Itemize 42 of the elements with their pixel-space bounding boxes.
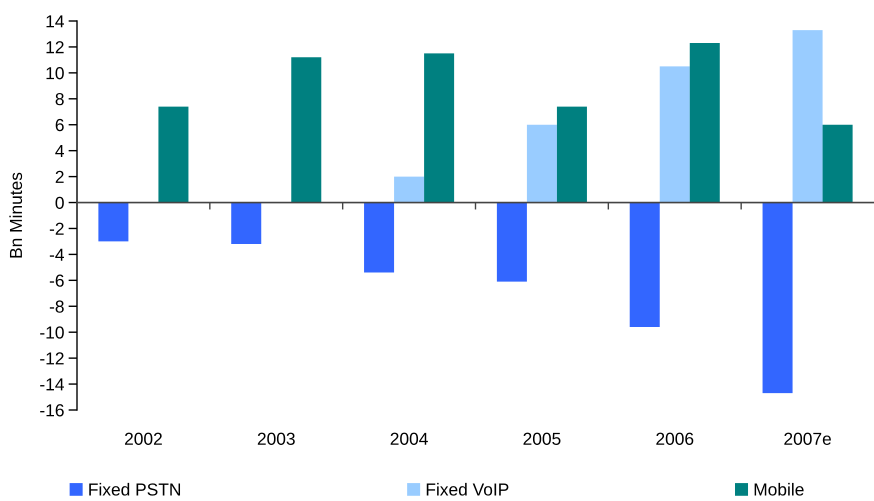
bar (556, 106, 587, 203)
y-tick-label: -4 (50, 248, 64, 261)
y-axis-title: Bn Minutes (9, 172, 22, 258)
x-tick-label: 2007e (784, 432, 831, 445)
x-tick-label: 2002 (124, 432, 162, 445)
x-tick-label: 2005 (523, 432, 560, 445)
y-tick-label: 4 (55, 145, 64, 157)
bar (98, 202, 128, 242)
legend-label: Mobile (754, 482, 804, 496)
legend-label: Fixed VoIP (426, 482, 508, 496)
y-tick-label: -16 (40, 404, 64, 416)
y-tick-label: -10 (40, 326, 64, 339)
bar (394, 176, 424, 203)
legend-label: Fixed PSTN (89, 482, 180, 496)
bar (630, 202, 660, 328)
y-tick-label: 0 (56, 196, 64, 209)
y-tick-label: -8 (50, 300, 64, 313)
bar (364, 202, 394, 273)
bar (660, 66, 690, 203)
bar (158, 106, 188, 203)
y-tick-label: 2 (56, 170, 64, 183)
bar (762, 202, 793, 394)
x-tick-label: 2003 (258, 432, 295, 445)
y-tick-label: -12 (40, 352, 64, 364)
bar (526, 124, 557, 203)
bar (690, 43, 720, 203)
bar (792, 30, 823, 203)
y-tick-label: -2 (50, 222, 64, 235)
y-tick-label: 10 (46, 67, 64, 80)
x-tick-label: 2004 (390, 432, 428, 445)
y-tick-label: 12 (46, 41, 64, 54)
x-tick-label: 2006 (656, 432, 694, 445)
y-tick-label: 8 (56, 92, 64, 106)
bar (291, 57, 322, 203)
y-tick-label: -14 (40, 378, 64, 390)
y-tick-label: 6 (56, 118, 64, 132)
bar (424, 53, 454, 203)
y-tick-label: -6 (50, 274, 64, 287)
bar (496, 202, 527, 282)
bar (822, 124, 853, 203)
bar (231, 202, 262, 244)
y-tick-label: 14 (46, 15, 64, 28)
